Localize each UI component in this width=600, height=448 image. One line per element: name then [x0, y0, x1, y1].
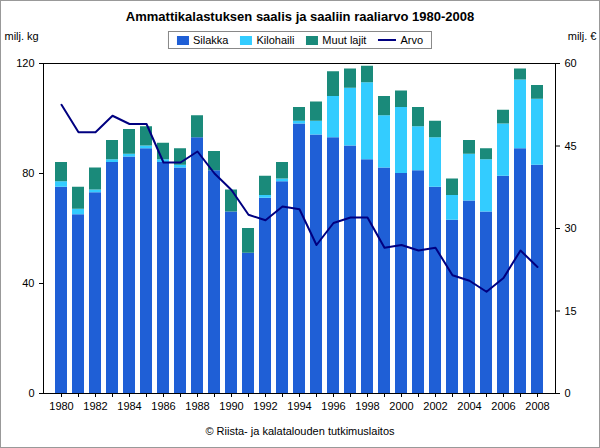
svg-text:2008: 2008: [525, 400, 549, 412]
svg-text:milj. €: milj. €: [568, 30, 597, 42]
svg-text:0: 0: [28, 387, 34, 399]
svg-text:120: 120: [16, 57, 34, 69]
svg-text:1980: 1980: [49, 400, 73, 412]
svg-text:1988: 1988: [185, 400, 209, 412]
svg-text:60: 60: [565, 57, 577, 69]
svg-text:30: 30: [565, 222, 577, 234]
svg-text:2004: 2004: [457, 400, 481, 412]
svg-text:15: 15: [565, 305, 577, 317]
svg-text:1982: 1982: [83, 400, 107, 412]
svg-text:1990: 1990: [219, 400, 243, 412]
svg-text:2006: 2006: [491, 400, 515, 412]
svg-text:1996: 1996: [321, 400, 345, 412]
svg-text:1992: 1992: [253, 400, 277, 412]
svg-text:0: 0: [565, 387, 571, 399]
html-text:Kilohaili: Kilohaili: [256, 34, 295, 46]
svg-text:1994: 1994: [287, 400, 311, 412]
html-text:Arvo: Arvo: [400, 34, 423, 46]
svg-text:1984: 1984: [117, 400, 141, 412]
svg-text:1998: 1998: [355, 400, 379, 412]
html-text:Muut lajit: Muut lajit: [322, 34, 367, 46]
svg-text:milj. kg: milj. kg: [5, 30, 39, 42]
svg-text:40: 40: [22, 277, 34, 289]
svg-text:45: 45: [565, 140, 577, 152]
html-text:© Riista- ja kalatalouden tutk: © Riista- ja kalatalouden tutkimuslaitos: [205, 425, 395, 437]
html-text:Silakka: Silakka: [193, 34, 229, 46]
svg-text:80: 80: [22, 167, 34, 179]
svg-text:2000: 2000: [389, 400, 413, 412]
svg-text:1986: 1986: [151, 400, 175, 412]
html-text:Ammattikalastuksen saalis ja s: Ammattikalastuksen saalis ja saaliin raa…: [125, 9, 475, 24]
svg-text:2002: 2002: [423, 400, 447, 412]
